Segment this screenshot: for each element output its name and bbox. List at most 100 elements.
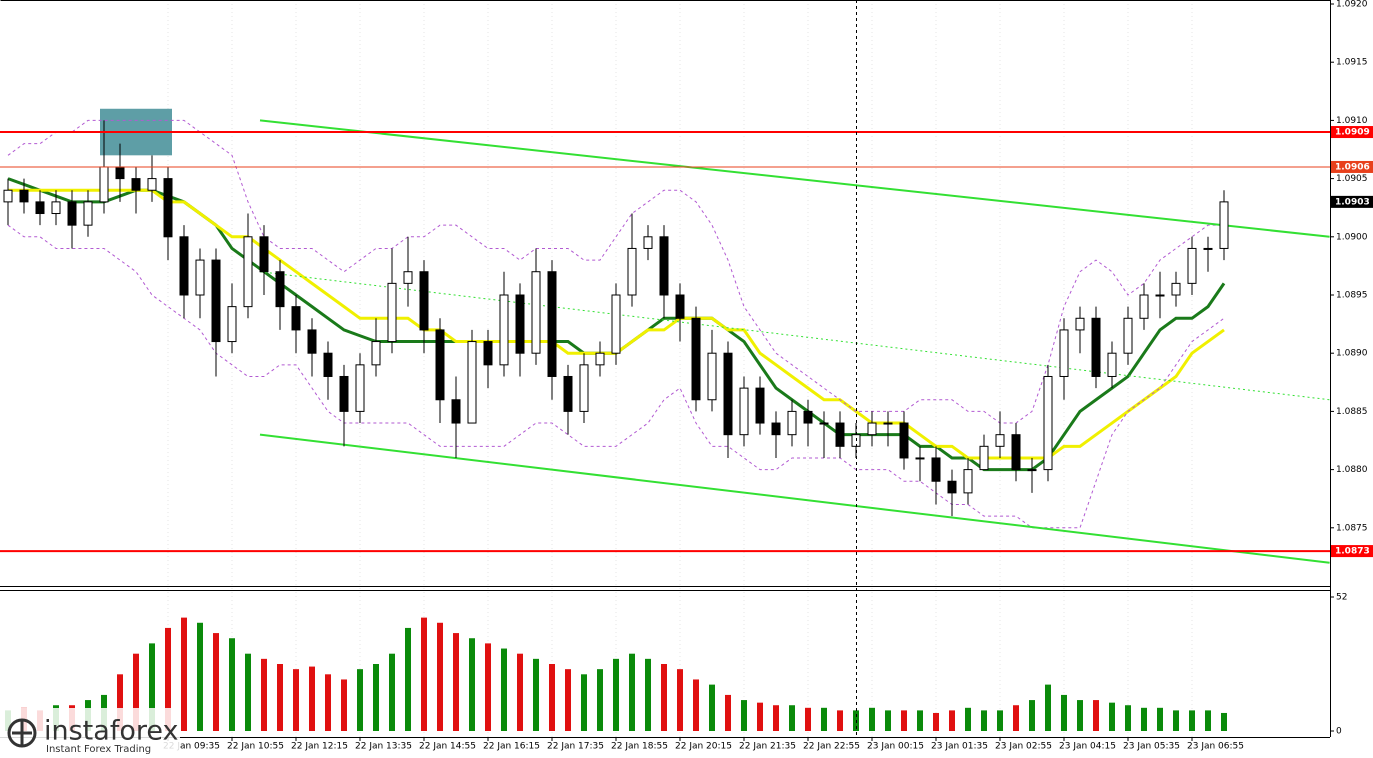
y-tick-label: 1.0875 [1336,523,1368,533]
candle-body [339,375,349,412]
volume-bar [901,710,907,731]
volume-bar [789,705,795,731]
candle-body [771,422,781,436]
volume-bar [597,669,603,731]
candle-body [611,294,621,354]
volume-bar [357,669,363,731]
candle-body [115,166,125,180]
price-label: 1.0909 [1335,128,1370,138]
x-tick-label: 22 Jan 22:55 [803,742,860,752]
y-tick-label: 1.0895 [1336,291,1368,301]
indicator-line [7,224,1225,529]
x-tick-label: 23 Jan 05:35 [1123,742,1180,752]
volume-bar [117,674,123,731]
volume-bar [693,679,699,731]
volume-bar [421,617,427,731]
x-tick-label: 23 Jan 06:55 [1187,742,1244,752]
volume-bar [1109,702,1115,731]
x-tick-label: 22 Jan 21:35 [739,742,796,752]
volume-bar [1029,700,1035,731]
candle-body [211,259,221,343]
candle-body [131,178,141,191]
candle-body [403,271,413,284]
candle-body [275,271,285,308]
volume-bar [581,674,587,731]
candle-body [371,341,381,366]
candle-body [1187,247,1197,284]
candle-body [483,341,493,366]
candle-body [467,341,477,424]
candle-body [915,457,925,460]
volume-bar [949,710,955,731]
candle-body [499,294,509,366]
candle-body [259,236,269,273]
candle-body [323,352,333,377]
candle-body [963,469,973,494]
y-tick-label: 1.0890 [1336,349,1368,359]
candle-body [291,306,301,331]
candle-body [1043,375,1053,471]
volume-bar [1077,700,1083,731]
x-tick-label: 22 Jan 14:55 [419,742,476,752]
candle-body [627,247,637,296]
x-tick-label: 22 Jan 12:15 [291,742,348,752]
volume-bar [1013,705,1019,731]
volume-bar [405,627,411,731]
y-tick-label: 1.0920 [1336,0,1368,10]
candle-body [1203,247,1213,250]
logo-icon [7,718,37,748]
candle-body [1139,294,1149,319]
candle-body [659,236,669,296]
candle-body [419,271,429,331]
candle-body [787,410,797,436]
candle-body [563,375,573,412]
volume-bar [309,666,315,731]
candle-body [1171,282,1181,296]
x-tick-label: 23 Jan 01:35 [931,742,988,752]
volume-bar [661,664,667,731]
logo-brand: instaforex [44,716,178,747]
volume-bar [821,707,827,731]
candle-body [67,201,77,226]
volume-bar [277,664,283,731]
candle-body [867,422,877,436]
volume-bar [1205,710,1211,731]
x-tick-label: 22 Jan 16:15 [483,742,540,752]
candle-body [99,166,109,203]
candle-body [979,445,989,471]
price-label-box [1331,545,1373,558]
x-tick-label: 22 Jan 20:15 [675,742,732,752]
volume-bar [517,653,523,731]
volume-bar [885,710,891,731]
volume-bar [325,674,331,731]
x-tick-label: 22 Jan 09:35 [163,742,220,752]
candle-body [83,201,93,226]
volume-bar [469,638,475,731]
candle-body [19,189,29,203]
volume-bar [725,694,731,731]
indicator-line [7,119,1224,424]
y-tick-label: 1.0880 [1336,465,1368,475]
volume-bar [293,669,299,731]
candle-body [3,189,13,203]
candle-body [995,434,1005,447]
candle-body [451,399,461,424]
candle-body [579,364,589,412]
candle-body [595,352,605,366]
candle-body [675,294,685,319]
volume-bar [389,653,395,731]
candle-body [51,201,61,215]
volume-bar [1061,694,1067,731]
x-tick-label: 23 Jan 00:15 [867,742,924,752]
candle-body [643,236,653,249]
volume-bar [437,622,443,731]
x-tick-label: 23 Jan 02:55 [995,742,1052,752]
candle-body [931,457,941,482]
trend-line [259,119,1330,238]
candle-body [307,329,317,354]
candle-body [883,422,893,425]
y-tick-label: 1.0900 [1336,232,1368,242]
candle-body [435,329,445,401]
candle-body [835,422,845,447]
